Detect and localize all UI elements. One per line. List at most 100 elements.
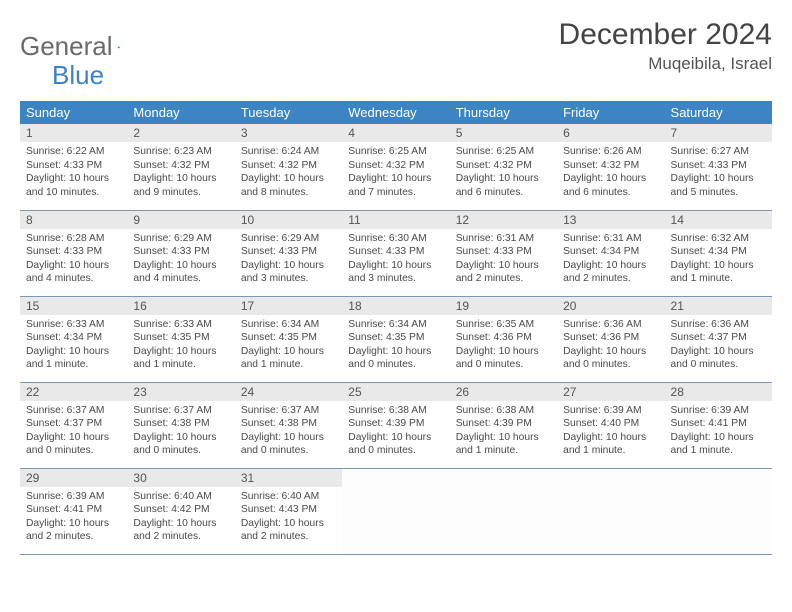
daylight-text: Daylight: 10 hours and 4 minutes. bbox=[26, 259, 121, 286]
sunset-text: Sunset: 4:33 PM bbox=[133, 245, 228, 259]
daylight-text: Daylight: 10 hours and 0 minutes. bbox=[133, 431, 228, 458]
sunrise-text: Sunrise: 6:37 AM bbox=[26, 404, 121, 418]
day-number: 10 bbox=[235, 211, 342, 229]
title-block: December 2024 Muqeibila, Israel bbox=[559, 18, 772, 74]
daylight-text: Daylight: 10 hours and 1 minute. bbox=[671, 259, 766, 286]
day-number: 2 bbox=[127, 124, 234, 142]
daylight-text: Daylight: 10 hours and 0 minutes. bbox=[26, 431, 121, 458]
daylight-text: Daylight: 10 hours and 9 minutes. bbox=[133, 172, 228, 199]
calendar-cell: 15Sunrise: 6:33 AMSunset: 4:34 PMDayligh… bbox=[20, 296, 127, 382]
sunset-text: Sunset: 4:32 PM bbox=[563, 159, 658, 173]
sunrise-text: Sunrise: 6:25 AM bbox=[348, 145, 443, 159]
calendar-cell: 31Sunrise: 6:40 AMSunset: 4:43 PMDayligh… bbox=[235, 468, 342, 554]
day-details: Sunrise: 6:30 AMSunset: 4:33 PMDaylight:… bbox=[342, 229, 449, 290]
sunset-text: Sunset: 4:33 PM bbox=[241, 245, 336, 259]
sunrise-text: Sunrise: 6:25 AM bbox=[456, 145, 551, 159]
sunrise-text: Sunrise: 6:35 AM bbox=[456, 318, 551, 332]
sunset-text: Sunset: 4:35 PM bbox=[133, 331, 228, 345]
day-details: Sunrise: 6:33 AMSunset: 4:34 PMDaylight:… bbox=[20, 315, 127, 376]
day-details: Sunrise: 6:37 AMSunset: 4:38 PMDaylight:… bbox=[127, 401, 234, 462]
sunrise-text: Sunrise: 6:34 AM bbox=[348, 318, 443, 332]
sunset-text: Sunset: 4:38 PM bbox=[241, 417, 336, 431]
daylight-text: Daylight: 10 hours and 1 minute. bbox=[456, 431, 551, 458]
daylight-text: Daylight: 10 hours and 5 minutes. bbox=[671, 172, 766, 199]
calendar-table: Sunday Monday Tuesday Wednesday Thursday… bbox=[20, 101, 772, 555]
calendar-cell: 19Sunrise: 6:35 AMSunset: 4:36 PMDayligh… bbox=[450, 296, 557, 382]
daylight-text: Daylight: 10 hours and 6 minutes. bbox=[563, 172, 658, 199]
day-details: Sunrise: 6:40 AMSunset: 4:42 PMDaylight:… bbox=[127, 487, 234, 548]
calendar-cell: 20Sunrise: 6:36 AMSunset: 4:36 PMDayligh… bbox=[557, 296, 664, 382]
sunset-text: Sunset: 4:42 PM bbox=[133, 503, 228, 517]
daylight-text: Daylight: 10 hours and 3 minutes. bbox=[348, 259, 443, 286]
calendar-cell: 2Sunrise: 6:23 AMSunset: 4:32 PMDaylight… bbox=[127, 124, 234, 210]
daylight-text: Daylight: 10 hours and 2 minutes. bbox=[456, 259, 551, 286]
day-number: 19 bbox=[450, 297, 557, 315]
calendar-cell: 23Sunrise: 6:37 AMSunset: 4:38 PMDayligh… bbox=[127, 382, 234, 468]
calendar-cell: 6Sunrise: 6:26 AMSunset: 4:32 PMDaylight… bbox=[557, 124, 664, 210]
sunrise-text: Sunrise: 6:38 AM bbox=[348, 404, 443, 418]
sunrise-text: Sunrise: 6:39 AM bbox=[671, 404, 766, 418]
sunrise-text: Sunrise: 6:40 AM bbox=[133, 490, 228, 504]
sunset-text: Sunset: 4:33 PM bbox=[26, 245, 121, 259]
day-number: 27 bbox=[557, 383, 664, 401]
day-number: 21 bbox=[665, 297, 772, 315]
weekday-header: Saturday bbox=[665, 101, 772, 124]
day-details: Sunrise: 6:26 AMSunset: 4:32 PMDaylight:… bbox=[557, 142, 664, 203]
calendar-cell: 25Sunrise: 6:38 AMSunset: 4:39 PMDayligh… bbox=[342, 382, 449, 468]
calendar-cell: 9Sunrise: 6:29 AMSunset: 4:33 PMDaylight… bbox=[127, 210, 234, 296]
calendar-cell: 22Sunrise: 6:37 AMSunset: 4:37 PMDayligh… bbox=[20, 382, 127, 468]
calendar-week-row: 22Sunrise: 6:37 AMSunset: 4:37 PMDayligh… bbox=[20, 382, 772, 468]
sunrise-text: Sunrise: 6:39 AM bbox=[563, 404, 658, 418]
sunset-text: Sunset: 4:34 PM bbox=[26, 331, 121, 345]
calendar-cell: 12Sunrise: 6:31 AMSunset: 4:33 PMDayligh… bbox=[450, 210, 557, 296]
day-number: 28 bbox=[665, 383, 772, 401]
sunrise-text: Sunrise: 6:22 AM bbox=[26, 145, 121, 159]
daylight-text: Daylight: 10 hours and 0 minutes. bbox=[456, 345, 551, 372]
day-number: 25 bbox=[342, 383, 449, 401]
sunrise-text: Sunrise: 6:34 AM bbox=[241, 318, 336, 332]
day-details: Sunrise: 6:39 AMSunset: 4:40 PMDaylight:… bbox=[557, 401, 664, 462]
sunrise-text: Sunrise: 6:28 AM bbox=[26, 232, 121, 246]
sunset-text: Sunset: 4:41 PM bbox=[26, 503, 121, 517]
day-number: 13 bbox=[557, 211, 664, 229]
calendar-cell: 30Sunrise: 6:40 AMSunset: 4:42 PMDayligh… bbox=[127, 468, 234, 554]
sunrise-text: Sunrise: 6:39 AM bbox=[26, 490, 121, 504]
daylight-text: Daylight: 10 hours and 1 minute. bbox=[26, 345, 121, 372]
sunrise-text: Sunrise: 6:26 AM bbox=[563, 145, 658, 159]
calendar-cell: 10Sunrise: 6:29 AMSunset: 4:33 PMDayligh… bbox=[235, 210, 342, 296]
calendar-cell: 5Sunrise: 6:25 AMSunset: 4:32 PMDaylight… bbox=[450, 124, 557, 210]
sunrise-text: Sunrise: 6:27 AM bbox=[671, 145, 766, 159]
weekday-header: Sunday bbox=[20, 101, 127, 124]
calendar-cell: 1Sunrise: 6:22 AMSunset: 4:33 PMDaylight… bbox=[20, 124, 127, 210]
day-number: 9 bbox=[127, 211, 234, 229]
calendar-cell: 14Sunrise: 6:32 AMSunset: 4:34 PMDayligh… bbox=[665, 210, 772, 296]
calendar-cell: 24Sunrise: 6:37 AMSunset: 4:38 PMDayligh… bbox=[235, 382, 342, 468]
sunrise-text: Sunrise: 6:24 AM bbox=[241, 145, 336, 159]
calendar-cell: 26Sunrise: 6:38 AMSunset: 4:39 PMDayligh… bbox=[450, 382, 557, 468]
day-details: Sunrise: 6:23 AMSunset: 4:32 PMDaylight:… bbox=[127, 142, 234, 203]
sunrise-text: Sunrise: 6:23 AM bbox=[133, 145, 228, 159]
day-details: Sunrise: 6:25 AMSunset: 4:32 PMDaylight:… bbox=[450, 142, 557, 203]
daylight-text: Daylight: 10 hours and 0 minutes. bbox=[671, 345, 766, 372]
day-details: Sunrise: 6:27 AMSunset: 4:33 PMDaylight:… bbox=[665, 142, 772, 203]
sunset-text: Sunset: 4:37 PM bbox=[26, 417, 121, 431]
sunset-text: Sunset: 4:40 PM bbox=[563, 417, 658, 431]
weekday-header: Friday bbox=[557, 101, 664, 124]
weekday-header: Monday bbox=[127, 101, 234, 124]
calendar-cell: 11Sunrise: 6:30 AMSunset: 4:33 PMDayligh… bbox=[342, 210, 449, 296]
sunrise-text: Sunrise: 6:31 AM bbox=[456, 232, 551, 246]
day-number: 3 bbox=[235, 124, 342, 142]
day-number: 31 bbox=[235, 469, 342, 487]
sunset-text: Sunset: 4:37 PM bbox=[671, 331, 766, 345]
daylight-text: Daylight: 10 hours and 0 minutes. bbox=[348, 345, 443, 372]
calendar-cell: 29Sunrise: 6:39 AMSunset: 4:41 PMDayligh… bbox=[20, 468, 127, 554]
sunset-text: Sunset: 4:32 PM bbox=[348, 159, 443, 173]
sunset-text: Sunset: 4:35 PM bbox=[241, 331, 336, 345]
sunrise-text: Sunrise: 6:36 AM bbox=[671, 318, 766, 332]
day-details: Sunrise: 6:36 AMSunset: 4:37 PMDaylight:… bbox=[665, 315, 772, 376]
calendar-cell bbox=[665, 468, 772, 554]
day-number: 1 bbox=[20, 124, 127, 142]
sunset-text: Sunset: 4:32 PM bbox=[133, 159, 228, 173]
calendar-cell: 18Sunrise: 6:34 AMSunset: 4:35 PMDayligh… bbox=[342, 296, 449, 382]
day-details: Sunrise: 6:39 AMSunset: 4:41 PMDaylight:… bbox=[20, 487, 127, 548]
